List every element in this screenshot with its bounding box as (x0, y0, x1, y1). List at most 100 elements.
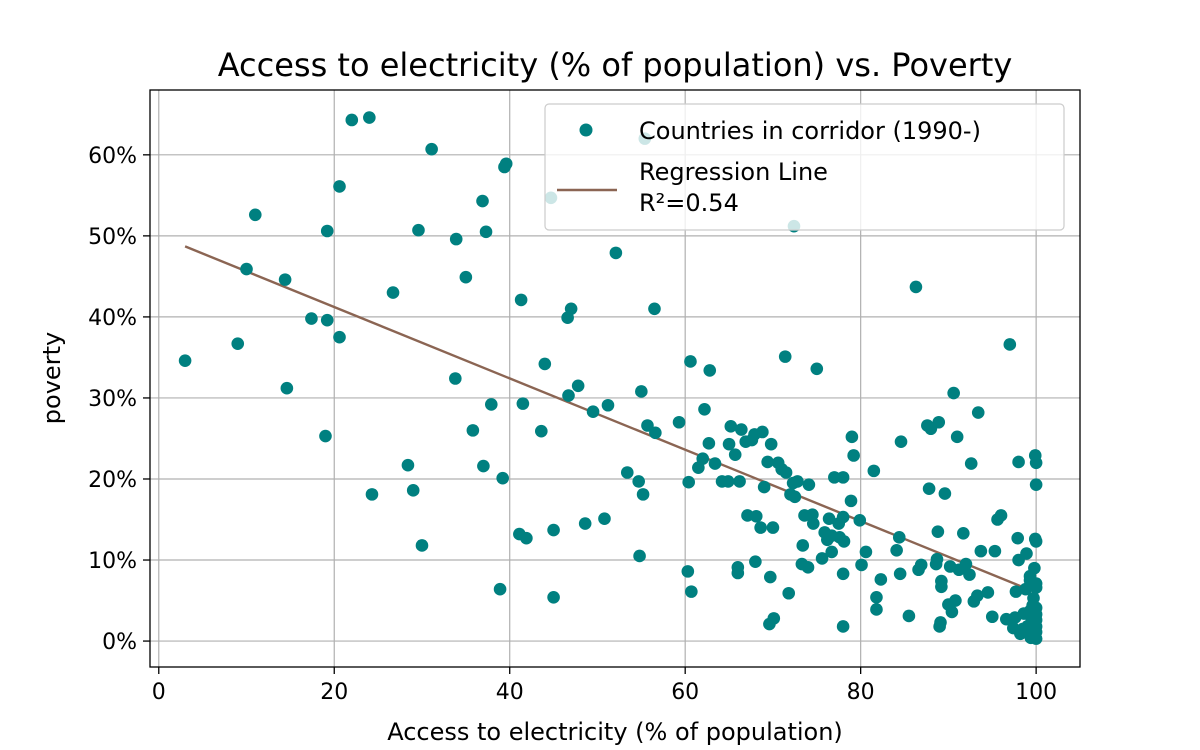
data-point (1020, 547, 1033, 560)
data-point (248, 208, 262, 222)
data-point (1028, 561, 1041, 575)
data-point (749, 555, 762, 568)
y-tick-label: 60% (88, 144, 137, 169)
data-point (914, 558, 928, 572)
data-point (240, 262, 253, 276)
data-point (401, 458, 415, 472)
data-point (722, 437, 736, 451)
data-point (782, 586, 796, 600)
data-point (499, 157, 513, 171)
data-point (493, 582, 507, 596)
data-point (957, 526, 970, 540)
x-axis-label: Access to electricity (% of population) (387, 718, 843, 746)
legend-label-r2: R²=0.54 (639, 189, 739, 217)
data-point (449, 372, 462, 385)
data-point (466, 424, 480, 437)
data-point (516, 397, 530, 410)
legend-label-line: Regression Line (639, 158, 828, 186)
data-point (721, 475, 735, 488)
data-point (806, 517, 820, 530)
legend-box (544, 103, 1065, 231)
data-point (779, 466, 793, 479)
data-point (853, 514, 867, 527)
data-point (836, 567, 850, 581)
data-point (484, 398, 498, 411)
data-point (648, 302, 661, 316)
data-point (178, 354, 192, 367)
y-tick-label: 40% (88, 306, 137, 331)
data-point (333, 330, 346, 344)
data-point (815, 552, 829, 565)
x-tick-label: 0 (152, 680, 166, 705)
data-point (412, 223, 425, 237)
data-point (636, 488, 650, 501)
data-point (859, 545, 873, 559)
x-axis-ticks: 0 20 40 60 80 100 (152, 667, 1057, 705)
data-point (477, 459, 490, 473)
data-point (345, 113, 359, 127)
data-point (278, 273, 292, 286)
legend-marker-points (579, 123, 593, 137)
y-tick-label: 30% (88, 387, 137, 412)
data-point (731, 561, 745, 574)
data-point (796, 539, 810, 552)
plot-frame (149, 89, 1081, 668)
data-point (578, 517, 592, 530)
data-point (425, 142, 438, 156)
data-point (845, 430, 859, 444)
data-point (837, 535, 851, 548)
data-point (406, 484, 420, 497)
data-point (476, 194, 489, 208)
data-point (947, 386, 960, 400)
data-point (791, 475, 804, 488)
data-point (601, 398, 615, 412)
data-point (949, 594, 962, 607)
data-point (496, 471, 509, 485)
data-point (756, 425, 769, 439)
data-point (754, 521, 767, 534)
data-point (874, 573, 888, 586)
data-point (963, 568, 976, 581)
data-point (538, 357, 552, 371)
data-point (571, 379, 585, 393)
data-point (757, 480, 771, 494)
data-point (609, 246, 623, 260)
data-point (449, 232, 463, 246)
data-point (333, 180, 346, 193)
data-point (633, 549, 646, 563)
data-point (931, 525, 945, 538)
data-point (749, 509, 763, 523)
chart-title: Access to electricity (% of population) … (218, 46, 1013, 84)
x-tick-label: 20 (320, 680, 348, 705)
data-point (632, 475, 645, 488)
data-point (778, 350, 792, 363)
data-point (938, 487, 952, 500)
data-point (855, 558, 868, 572)
data-point (635, 385, 648, 398)
data-point (564, 302, 578, 316)
data-point (1029, 535, 1043, 548)
data-point (894, 435, 908, 449)
data-point (934, 616, 947, 629)
data-point (988, 544, 1002, 558)
data-point (767, 612, 781, 625)
x-tick-label: 100 (1015, 680, 1057, 705)
data-point (231, 337, 245, 350)
data-point (363, 111, 376, 124)
data-point (1029, 601, 1043, 615)
data-point (964, 457, 978, 470)
y-tick-label: 0% (102, 630, 137, 655)
x-tick-label: 80 (847, 680, 875, 705)
data-point (981, 586, 995, 599)
data-point (764, 437, 778, 451)
data-point (802, 478, 816, 491)
data-point (320, 313, 334, 327)
data-point (971, 589, 984, 602)
data-point (994, 509, 1008, 522)
data-point (586, 405, 600, 419)
data-point (828, 471, 841, 484)
scatter-points (178, 111, 1043, 645)
data-point (535, 424, 548, 438)
data-point (520, 531, 533, 545)
